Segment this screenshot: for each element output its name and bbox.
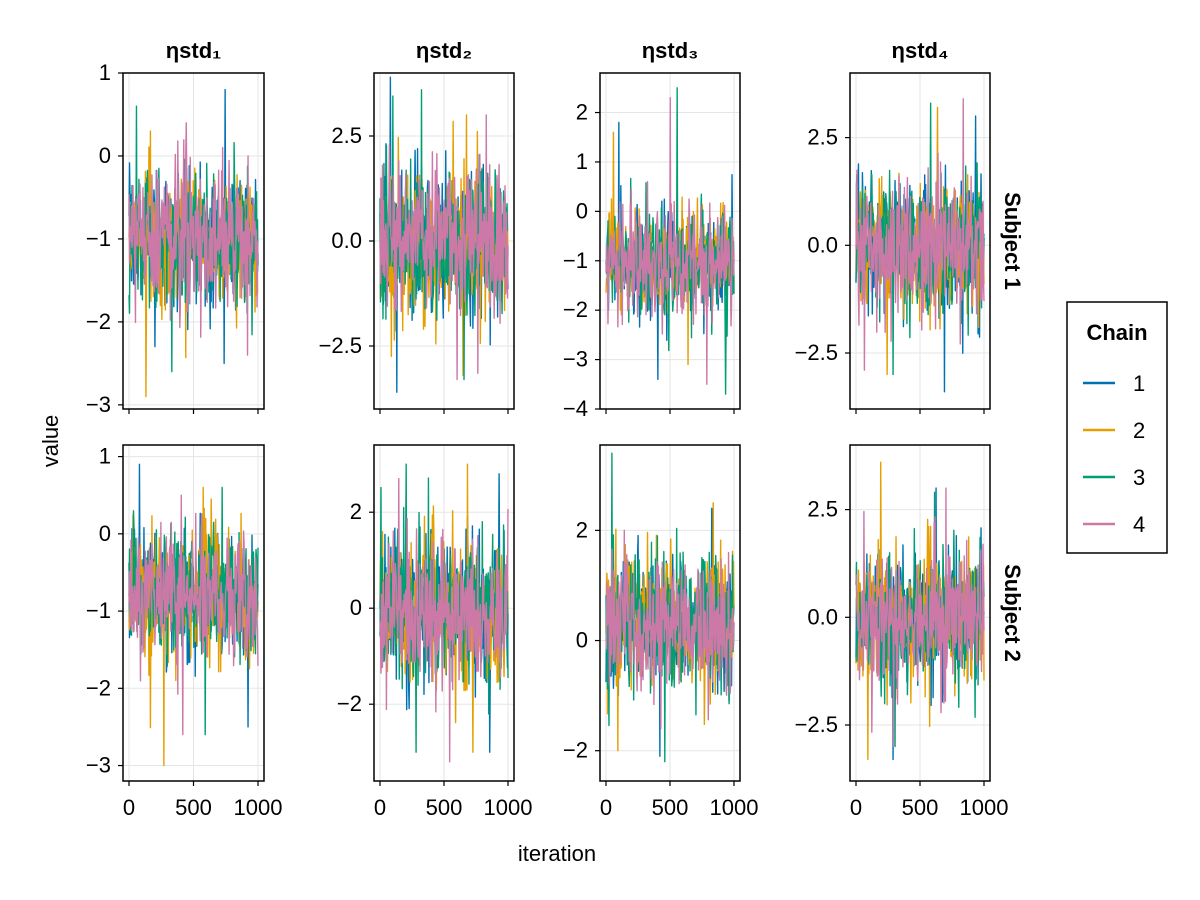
row-title-2: Subject 2 <box>1000 564 1025 662</box>
y-tick-label: 2 <box>576 517 588 542</box>
y-tick-label: −1 <box>563 248 588 273</box>
traces <box>855 461 985 761</box>
y-axis-label: value <box>38 415 63 468</box>
x-tick-label: 500 <box>902 795 939 820</box>
y-tick-label: −3 <box>86 392 111 417</box>
y-tick-label: −2 <box>563 738 588 763</box>
y-tick-label: −2 <box>86 675 111 700</box>
panel-r2-c1: 1 0 −1 −2 −3 0 500 1000 <box>86 444 283 820</box>
x-tick-label: 1000 <box>960 795 1009 820</box>
x-tick-label: 0 <box>374 795 386 820</box>
panel-r2-c3: 2 0 −2 0 500 1000 <box>563 444 759 820</box>
series-line-chain-4 <box>605 97 735 385</box>
series-line-chain-4 <box>605 529 735 730</box>
panel-r1-c1: 1 0 −1 −2 −3 <box>86 60 265 417</box>
traces <box>128 88 259 398</box>
row-title-1: Subject 1 <box>1000 192 1025 290</box>
x-tick-label: 500 <box>652 795 689 820</box>
traces <box>379 76 509 393</box>
y-tick-label: −2.5 <box>795 712 838 737</box>
y-tick-label: −3 <box>563 347 588 372</box>
y-tick-label: 0 <box>576 198 588 223</box>
y-tick-label: 2.5 <box>807 497 838 522</box>
legend-label-3: 3 <box>1133 465 1145 490</box>
y-tick-label: 2.5 <box>331 123 362 148</box>
panel-r2-c2: 2 0 −2 0 500 1000 <box>337 444 533 820</box>
x-axis-label: iteration <box>518 841 596 866</box>
series-line-chain-2 <box>379 463 509 753</box>
panels-layer: 1 0 −1 −2 −3 2.5 0.0 −2.5 2 1 0 −1 −2 −3 −4 2.5 0.0 −2.5 1… <box>86 60 1009 820</box>
legend-label-2: 2 <box>1133 418 1145 443</box>
column-title-2: ηstd₂ <box>416 38 472 63</box>
y-tick-label: 2 <box>576 100 588 125</box>
y-tick-label: 0.0 <box>331 228 362 253</box>
column-title-3: ηstd₃ <box>642 38 699 63</box>
x-tick-label: 0 <box>850 795 862 820</box>
legend-frame <box>1066 301 1168 554</box>
series-line-chain-4 <box>128 494 259 736</box>
x-tick-label: 500 <box>175 795 212 820</box>
y-tick-label: −2 <box>563 297 588 322</box>
traces <box>605 87 735 395</box>
y-tick-label: 1 <box>576 149 588 174</box>
x-tick-label: 0 <box>600 795 612 820</box>
y-tick-label: −2.5 <box>795 340 838 365</box>
x-tick-label: 1000 <box>710 795 759 820</box>
x-tick-label: 1000 <box>234 795 283 820</box>
traces <box>855 98 985 393</box>
x-tick-label: 0 <box>123 795 135 820</box>
legend: Chain 1 2 3 4 <box>1066 301 1168 554</box>
panel-r1-c3: 2 1 0 −1 −2 −3 −4 <box>563 72 741 421</box>
x-tick-label: 500 <box>426 795 463 820</box>
series-line-chain-4 <box>855 98 985 371</box>
traces <box>379 463 509 763</box>
panel-r1-c2: 2.5 0.0 −2.5 <box>319 72 515 414</box>
y-tick-label: −2 <box>337 691 362 716</box>
y-tick-label: −1 <box>86 598 111 623</box>
y-tick-label: −2.5 <box>319 333 362 358</box>
x-tick-label: 1000 <box>484 795 533 820</box>
y-tick-label: 0 <box>350 595 362 620</box>
y-tick-label: 2.5 <box>807 125 838 150</box>
y-tick-label: 1 <box>99 60 111 85</box>
panel-r2-c4: 2.5 0.0 −2.5 0 500 1000 <box>795 444 1009 820</box>
titles-layer: iteration value ηstd₁ ηstd₂ ηstd₃ ηstd₄ Subj… <box>38 38 1025 866</box>
series-line-chain-4 <box>855 487 985 748</box>
y-tick-label: 0.0 <box>807 232 838 257</box>
y-tick-label: 2 <box>350 499 362 524</box>
series-line-chain-4 <box>128 122 259 356</box>
y-tick-label: 0.0 <box>807 604 838 629</box>
series-line-chain-4 <box>379 114 509 381</box>
y-tick-label: −4 <box>563 396 588 421</box>
y-tick-label: −2 <box>86 309 111 334</box>
column-title-4: ηstd₄ <box>892 38 949 63</box>
y-tick-label: 0 <box>99 143 111 168</box>
y-tick-label: 0 <box>99 521 111 546</box>
y-tick-label: 0 <box>576 628 588 653</box>
column-title-1: ηstd₁ <box>166 38 222 63</box>
y-tick-label: −1 <box>86 226 111 251</box>
traces <box>128 463 259 767</box>
y-tick-label: 1 <box>99 444 111 469</box>
legend-label-1: 1 <box>1133 371 1145 396</box>
panel-r1-c4: 2.5 0.0 −2.5 <box>795 72 991 414</box>
series-line-chain-4 <box>379 477 509 763</box>
y-tick-label: −3 <box>86 753 111 778</box>
series-line-chain-2 <box>128 130 259 398</box>
legend-label-4: 4 <box>1133 512 1145 537</box>
legend-title: Chain <box>1086 320 1147 345</box>
traces <box>605 452 735 763</box>
